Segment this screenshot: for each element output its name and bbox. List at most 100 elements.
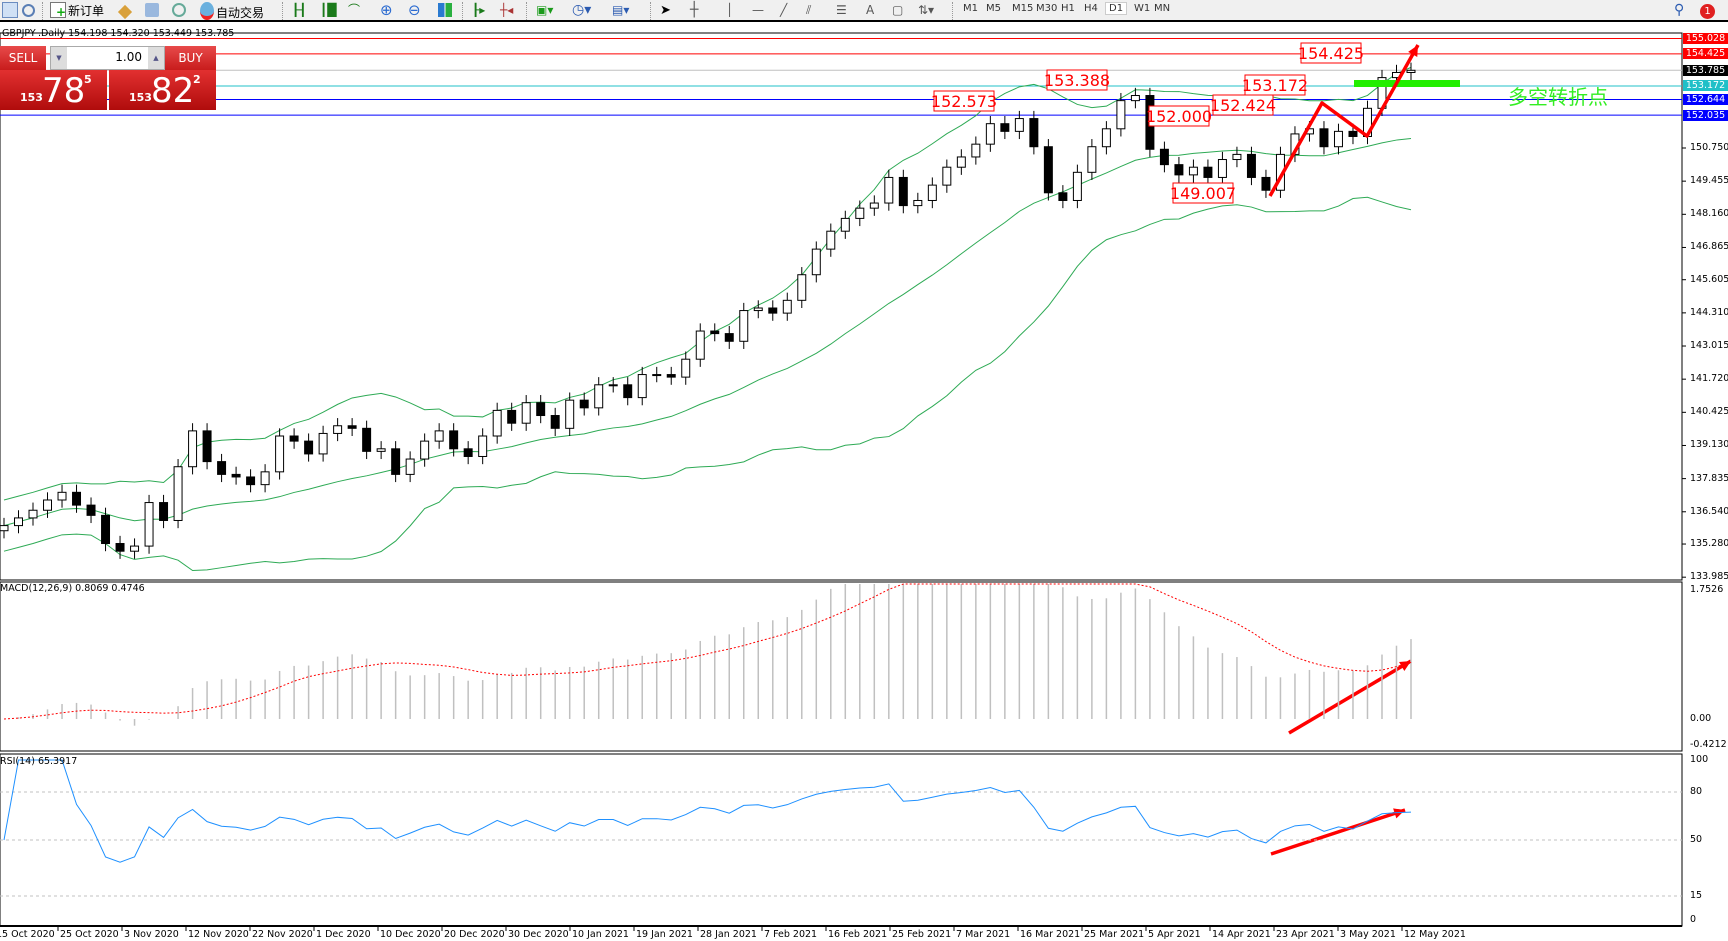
sell-price-prefix: 153 [20, 91, 43, 104]
trendline-icon[interactable]: ╱ [780, 3, 788, 17]
toolbar-separator [282, 2, 284, 20]
zoom-out-icon[interactable]: ⊖ [408, 1, 421, 19]
svg-text:154.425: 154.425 [1298, 44, 1364, 63]
main-chart-frame [0, 32, 1683, 581]
trend-arrow[interactable] [1268, 44, 1420, 197]
auto-trading-icon [200, 2, 214, 20]
auto-scroll-icon[interactable]: ┼◂ [500, 3, 514, 17]
candle [217, 453, 227, 483]
price-tick-label: 141.720 [1690, 373, 1728, 385]
vertical-line-icon[interactable]: │ [726, 3, 734, 17]
one-click-trading-panel: SELL ▼ 1.00 ▲ BUY 153 78 5 153 82 2 [0, 46, 216, 111]
signals-icon[interactable] [172, 2, 188, 19]
bar-chart-icon[interactable]: ┠┨ [292, 3, 307, 17]
period-d1-button[interactable]: D1 [1104, 2, 1128, 15]
notification-badge: 1 [1700, 4, 1715, 19]
arrows-icon[interactable]: ⇅▾ [918, 3, 935, 17]
candle [159, 494, 169, 529]
candle [898, 169, 908, 214]
price-annotation[interactable]: 152.573 [931, 90, 997, 112]
candle [1159, 141, 1169, 173]
chart-shift-icon[interactable]: ┠▸ [472, 3, 486, 17]
text-icon[interactable]: A [866, 3, 875, 17]
period-mn-button[interactable]: MN [1154, 3, 1171, 14]
auto-trading-button[interactable]: 自动交易 [200, 2, 264, 20]
candle [710, 323, 720, 342]
price-annotation[interactable]: 152.424 [1210, 94, 1276, 116]
candle [536, 395, 546, 424]
buy-price[interactable]: 153 82 2 [109, 70, 216, 111]
price-annotation[interactable]: 149.007 [1170, 182, 1236, 204]
candle [797, 267, 807, 308]
chart-title: GBPJPY-.Daily 154.198 154.320 153.449 15… [2, 28, 235, 39]
rsi-trend-arrow[interactable] [1270, 808, 1406, 856]
cursor-icon[interactable]: ➤ [660, 3, 671, 18]
lot-size-input[interactable]: ▼ 1.00 ▲ [50, 46, 165, 70]
pivot-zone-bar[interactable] [1354, 80, 1460, 87]
search-icon[interactable]: ⚲ [1674, 2, 1685, 18]
buy-button[interactable]: BUY [165, 46, 216, 70]
price-annotation[interactable]: 154.425 [1298, 42, 1364, 64]
indicators-icon[interactable]: ▣▾ [536, 3, 554, 17]
tile-windows-icon[interactable] [438, 2, 454, 19]
bollinger-lower-band [3, 196, 1412, 572]
lot-increase-icon[interactable]: ▲ [148, 47, 164, 69]
period-w1-button[interactable]: W1 [1134, 3, 1151, 14]
macd-tick-label: 0.00 [1690, 713, 1712, 724]
date-label: 23 Apr 2021 [1276, 929, 1335, 940]
candle [289, 428, 299, 449]
date-label: 25 Mar 2021 [1084, 929, 1145, 940]
svg-text:153.388: 153.388 [1044, 71, 1110, 90]
date-label: 3 Nov 2020 [124, 929, 179, 940]
equidistant-channel-icon[interactable]: ⫽ [806, 3, 812, 17]
zoom-in-icon[interactable]: ⊕ [380, 1, 393, 19]
fibonacci-icon[interactable]: ☰ [836, 3, 847, 17]
price-annotation[interactable]: 152.000 [1146, 105, 1212, 127]
text-label-icon[interactable]: ▢ [892, 3, 904, 17]
notification-icon[interactable]: 1 [1700, 2, 1715, 19]
candle [913, 192, 923, 214]
price-tick-label: 133.985 [1690, 571, 1728, 583]
lot-decrease-icon[interactable]: ▼ [51, 47, 67, 69]
line-chart-icon[interactable]: ⌒ [348, 3, 361, 17]
pivot-note-text[interactable]: 多空转折点 [1508, 85, 1608, 109]
period-m5-button[interactable]: M5 [986, 3, 1001, 14]
zoom-magnifier-icon[interactable] [22, 2, 37, 19]
candlestick-icon[interactable]: ┃█ [320, 3, 337, 17]
rsi-tick-label: 80 [1690, 786, 1703, 797]
new-order-button[interactable]: + 新订单 [50, 2, 104, 19]
period-h1-button[interactable]: H1 [1061, 3, 1075, 14]
market-watch-icon[interactable] [145, 2, 161, 19]
chart-window-icon[interactable] [2, 2, 20, 19]
templates-icon[interactable]: ▤▾ [612, 3, 630, 17]
candle [666, 366, 676, 385]
price-tick-label: 145.605 [1690, 273, 1728, 285]
candle [1087, 139, 1097, 180]
date-label: 28 Jan 2021 [700, 929, 757, 940]
period-m1-button[interactable]: M1 [963, 3, 978, 14]
price-annotation[interactable]: 153.172 [1242, 74, 1308, 96]
crosshair-icon[interactable]: ┼ [690, 2, 699, 18]
price-annotation[interactable]: 153.388 [1044, 69, 1110, 91]
candle [1101, 121, 1111, 155]
horizontal-line-icon[interactable]: — [752, 3, 764, 17]
macd-divergence-arrow[interactable] [1288, 659, 1412, 735]
period-m30-button[interactable]: M30 [1036, 3, 1058, 14]
period-h4-button[interactable]: H4 [1084, 3, 1098, 14]
candle [1058, 185, 1068, 209]
sell-price[interactable]: 153 78 5 [0, 70, 107, 111]
candle [246, 469, 256, 493]
candle [188, 423, 198, 475]
candle [347, 418, 357, 436]
period-m15-button[interactable]: M15 [1012, 3, 1034, 14]
candle [637, 366, 647, 406]
periods-clock-icon[interactable]: ◷▾ [572, 2, 592, 18]
candle [985, 116, 995, 152]
svg-text:153.172: 153.172 [1242, 76, 1308, 95]
candle [72, 484, 82, 513]
candle [86, 497, 96, 524]
sell-button[interactable]: SELL [0, 46, 46, 70]
metaeditor-icon[interactable] [117, 2, 133, 20]
price-tick-label: 140.425 [1690, 406, 1728, 418]
